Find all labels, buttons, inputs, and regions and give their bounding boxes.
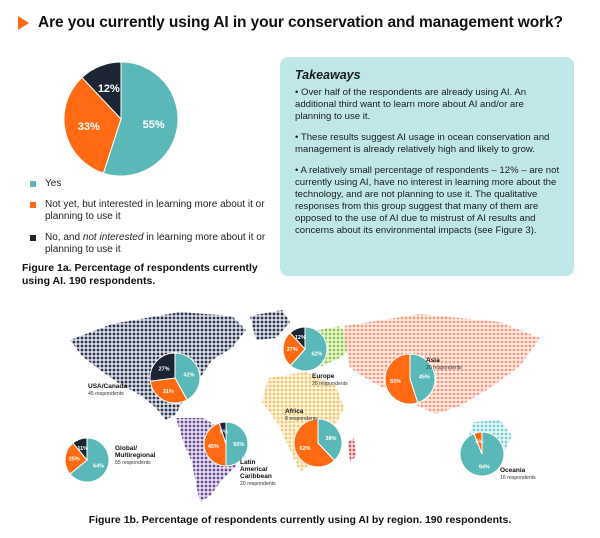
region-pie-3-slice-1	[293, 418, 336, 468]
overall-pie-label-1: 33%	[78, 121, 100, 133]
region-pie-4-slice-1	[203, 422, 227, 467]
region-pie-4-slice-0	[225, 421, 249, 467]
region-pie-6: 94% 6%	[459, 431, 505, 477]
figure-1b-caption: Figure 1b. Percentage of respondents cur…	[88, 514, 512, 526]
region-pie-4: 50% 45% 5%	[203, 421, 249, 467]
region-pie-0-label-0: 42%	[184, 372, 195, 378]
legend-label-not-em: not interested	[82, 232, 144, 243]
overall-pie-slice-0	[102, 61, 179, 177]
region-pie-1-label-1: 27%	[287, 347, 298, 353]
legend-label-interested: Not yet, but interested in learning more…	[45, 199, 265, 222]
region-pie-2-slice-0	[409, 353, 436, 404]
map-madagascar	[348, 438, 356, 462]
region-pie-4-label-1: 45%	[208, 444, 219, 450]
region-pie-5-label-2: 11%	[77, 446, 88, 452]
legend-swatch-not-interested	[30, 235, 36, 241]
region-name-1-0: Europe	[312, 373, 335, 380]
region-pie-2-label-1: 55%	[390, 379, 401, 385]
page-title: Are you currently using AI in your conse…	[38, 14, 563, 31]
region-name-3-0: Africa	[285, 408, 304, 415]
region-pie-6-label-0: 94%	[479, 464, 490, 470]
map-greenland	[250, 310, 290, 340]
takeaways-panel: Takeaways • Over half of the respondents…	[280, 57, 574, 276]
takeaway-2: • These results suggest AI usage in ocea…	[295, 132, 550, 155]
region-name-6-0: Oceania	[500, 467, 526, 474]
region-pie-3-label-1: 62%	[300, 446, 311, 452]
region-name-4-2: Caribbean	[240, 473, 272, 480]
map-asia	[344, 314, 540, 414]
world-map: 42% 31% 27% 62% 27% 12% 45% 55% 38% 62% 50% 45% 5% 64…	[64, 310, 540, 502]
region-name-4-0: Latin	[240, 459, 256, 466]
region-pie-1-slice-1	[282, 332, 306, 367]
region-pie-1-slice-2	[289, 326, 306, 351]
overall-pie-chart: 55% 33% 12%	[63, 61, 179, 177]
overall-pie-label-0: 55%	[143, 119, 165, 131]
region-name-5-1: Multiregional	[115, 452, 156, 459]
region-pie-3: 38% 62%	[293, 418, 343, 468]
region-pie-1-slice-0	[289, 326, 328, 372]
region-pie-5-slice-1	[64, 442, 88, 475]
region-respondents-5: 55 respondents	[115, 460, 151, 466]
region-pie-0-label-2: 27%	[159, 366, 170, 372]
legend-label-not-post: in learning more about it or planning to…	[45, 232, 266, 255]
takeaway-1: • Over half of the respondents are alrea…	[295, 87, 527, 122]
region-respondents-1: 26 respondents	[312, 381, 348, 387]
region-pie-6-slice-1	[473, 431, 483, 455]
legend: Yes Not yet, but interested in learning …	[30, 178, 270, 265]
region-pie-2-slice-1	[384, 353, 419, 405]
region-pie-0-label-1: 31%	[163, 389, 174, 395]
region-pie-5-slice-2	[72, 437, 88, 462]
legend-label-not-interested: No, and not interested in learning more …	[45, 232, 270, 256]
region-name-5-0: Global/	[115, 445, 137, 452]
legend-swatch-interested	[30, 202, 36, 208]
legend-item-not-interested: No, and not interested in learning more …	[30, 232, 270, 256]
region-pie-6-label-1: 6%	[476, 439, 484, 445]
region-pie-1-label-2: 12%	[295, 335, 306, 341]
region-pie-2: 45% 55%	[384, 353, 436, 405]
region-pie-3-slice-0	[317, 418, 343, 462]
region-pie-4-label-2: 5%	[220, 429, 228, 435]
region-pie-0-slice-2	[149, 352, 176, 382]
region-respondents-3: 8 respondents	[285, 416, 318, 422]
overall-pie-slice-1	[63, 76, 122, 174]
region-name-4-1: America/	[240, 466, 268, 473]
legend-item-yes: Yes	[30, 178, 270, 190]
region-pie-5-label-0: 64%	[93, 463, 104, 469]
region-pie-0-slice-0	[174, 352, 201, 401]
region-pie-4-label-0: 50%	[233, 442, 244, 448]
region-pie-4-slice-2	[218, 421, 227, 445]
region-pie-5-label-1: 25%	[69, 457, 80, 463]
region-pie-0-slice-1	[149, 377, 188, 404]
region-name-2-0: Asia	[426, 357, 440, 364]
region-name-0-0: USA/Canada	[88, 383, 127, 390]
region-respondents-0: 45 respondents	[88, 391, 124, 397]
overall-pie-label-2: 12%	[98, 83, 120, 95]
takeaway-3: • A relatively small percentage of respo…	[295, 165, 560, 236]
region-pie-1: 62% 27% 12%	[282, 326, 328, 372]
overall-pie-slice-2	[81, 61, 122, 121]
legend-swatch-yes	[30, 181, 36, 187]
region-respondents-4: 20 respondents	[240, 481, 276, 487]
region-pie-2-label-0: 45%	[419, 375, 430, 381]
title-arrow-icon	[18, 16, 29, 30]
legend-item-interested: Not yet, but interested in learning more…	[30, 199, 270, 223]
region-pie-3-label-0: 38%	[325, 436, 336, 442]
legend-label-not-pre: No, and	[45, 232, 83, 243]
header: Are you currently using AI in your conse…	[18, 14, 588, 32]
region-pie-1-label-0: 62%	[311, 351, 322, 357]
takeaways-heading: Takeaways	[295, 68, 361, 82]
region-respondents-2: 20 respondents	[426, 365, 462, 371]
region-respondents-6: 16 respondents	[500, 475, 536, 481]
region-pie-0: 42% 31% 27%	[149, 352, 201, 404]
region-pie-5-slice-0	[69, 437, 110, 483]
figure-1a-caption: Figure 1a. Percentage of respondents cur…	[22, 262, 258, 287]
region-pie-5: 64% 25% 11%	[64, 437, 110, 483]
legend-label-yes: Yes	[45, 178, 62, 189]
